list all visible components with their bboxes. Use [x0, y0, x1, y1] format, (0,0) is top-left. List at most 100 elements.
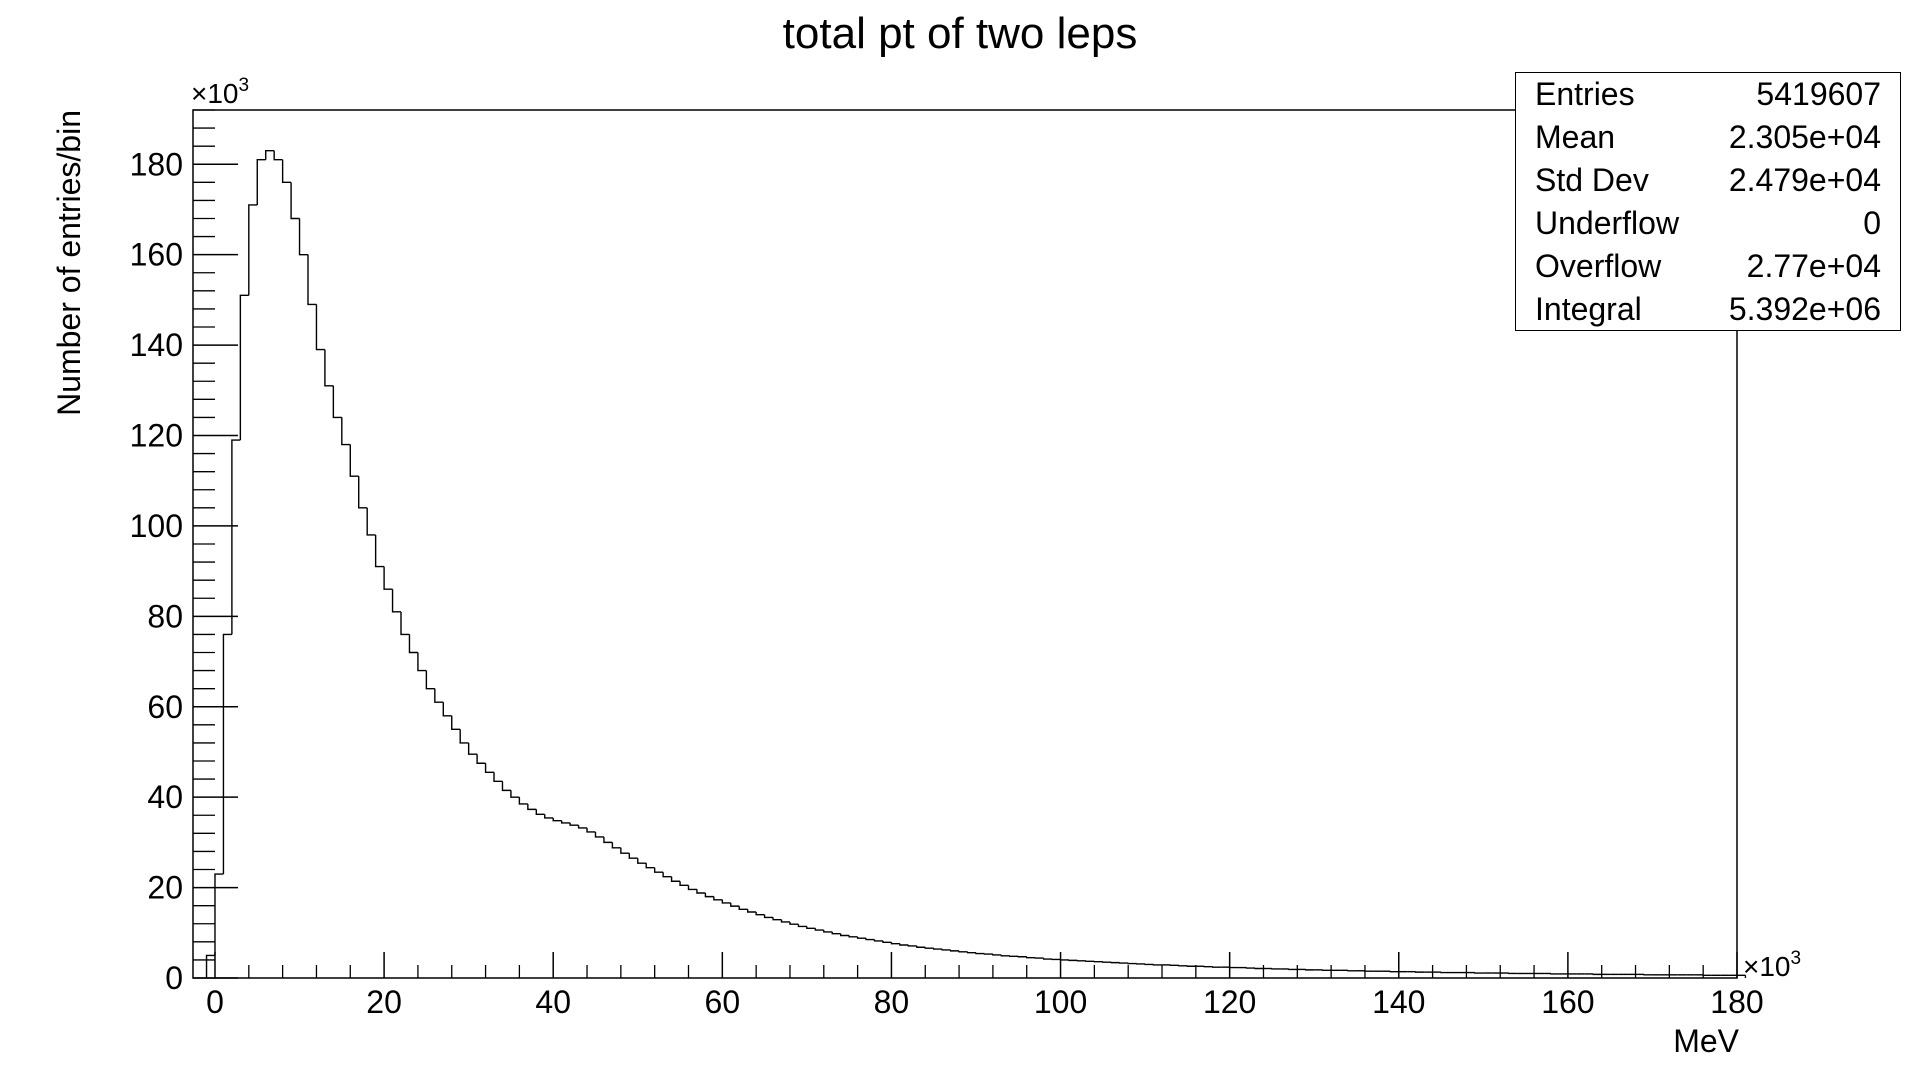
- histogram-bin: [298, 218, 308, 256]
- histogram-bin: [425, 670, 435, 690]
- y-tick-label: 20: [147, 870, 183, 906]
- histogram-bin: [890, 942, 900, 945]
- histogram-bin: [281, 159, 292, 184]
- histogram-bin: [273, 150, 283, 161]
- histogram-bin: [924, 947, 934, 949]
- histogram-bin: [569, 822, 579, 826]
- histogram-bin: [992, 954, 1002, 956]
- histogram-bin: [484, 763, 495, 774]
- histogram-bin: [290, 182, 300, 220]
- histogram-bin: [949, 949, 960, 952]
- histogram-bin: [603, 836, 613, 844]
- histogram-bin: [417, 652, 427, 672]
- histogram-bin: [637, 858, 647, 864]
- histogram-bin: [873, 939, 883, 942]
- x-axis-label: MeV: [1673, 1023, 1739, 1059]
- histogram-bin: [780, 919, 790, 923]
- histogram-bin: [696, 889, 706, 894]
- histogram-bin: [713, 896, 723, 901]
- histogram-bin: [806, 926, 816, 929]
- histogram-bin: [442, 702, 452, 717]
- histogram-bin: [239, 294, 249, 441]
- stats-row: Underflow 0: [1516, 205, 1900, 249]
- y-tick-label: 80: [147, 598, 183, 634]
- stats-label: Entries: [1535, 76, 1635, 112]
- histogram-bin: [451, 715, 461, 731]
- histogram-bin: [374, 534, 385, 568]
- histogram-bin: [628, 853, 638, 859]
- histogram-bin: [975, 952, 985, 955]
- histogram-bin: [527, 803, 537, 811]
- histogram-bin: [248, 204, 258, 296]
- histogram-bin: [510, 790, 520, 798]
- histogram-bin: [645, 863, 655, 869]
- histogram-bin: [831, 931, 841, 935]
- histogram-bin: [214, 873, 224, 956]
- stats-row: Mean 2.305e+04: [1516, 119, 1900, 163]
- histogram-bin: [544, 814, 554, 819]
- x-tick-label: 60: [705, 984, 741, 1020]
- histogram-bin: [721, 899, 731, 904]
- histogram-bin: [315, 304, 325, 351]
- histogram-bin: [772, 917, 782, 921]
- histogram-bin: [501, 781, 511, 792]
- histogram-bin: [704, 893, 714, 898]
- stats-value: 2.77e+04: [1746, 248, 1881, 284]
- chart-title: total pt of two leps: [783, 9, 1138, 58]
- histogram-bin: [840, 933, 850, 937]
- histogram-bin: [797, 924, 807, 928]
- stats-value: 5.392e+06: [1728, 291, 1881, 327]
- histogram-bin: [459, 729, 469, 744]
- histogram-bin: [222, 633, 232, 875]
- histogram-bin: [958, 950, 968, 953]
- histogram-bin: [966, 951, 976, 954]
- histogram-bin: [1000, 954, 1010, 957]
- histogram-bin: [653, 867, 664, 873]
- stats-label: Underflow: [1535, 205, 1680, 241]
- histogram-bin: [1042, 958, 1053, 960]
- x-tick-label: 80: [874, 984, 910, 1020]
- histogram-bin: [391, 589, 402, 613]
- histogram-bin: [205, 954, 215, 978]
- histogram-bin: [400, 611, 410, 636]
- y-axis-label: Number of entries/bin: [51, 110, 87, 416]
- histogram-bin: [586, 827, 596, 833]
- histogram-bin: [916, 945, 926, 948]
- histogram-bin: [687, 885, 697, 891]
- stats-row: Entries 5419607: [1516, 76, 1900, 120]
- histogram-bin: [730, 902, 740, 907]
- y-tick-label: 180: [130, 146, 183, 182]
- x-multiplier-label: ×103: [1743, 948, 1801, 982]
- stats-label: Mean: [1535, 119, 1616, 155]
- histogram-bin: [746, 909, 757, 913]
- plot-frame: [192, 109, 1738, 979]
- histogram-bin: [865, 938, 875, 941]
- x-tick-label: 160: [1541, 984, 1594, 1020]
- y-tick-label: 40: [147, 779, 183, 815]
- x-tick-label: 0: [206, 984, 224, 1020]
- histogram-bin: [823, 930, 833, 933]
- x-tick-label: 180: [1710, 984, 1763, 1020]
- histogram-bin: [907, 944, 917, 947]
- y-tick-label: 120: [130, 418, 183, 454]
- x-tick-label: 20: [366, 984, 402, 1020]
- histogram-bin: [763, 914, 774, 919]
- histogram-bin: [789, 921, 799, 925]
- histogram-bin: [941, 949, 951, 951]
- histogram-bin: [408, 634, 418, 654]
- histogram-bin: [535, 809, 545, 816]
- stats-row: Std Dev 2.479e+04: [1516, 162, 1900, 206]
- stats-label: Overflow: [1535, 248, 1662, 284]
- histogram-bin: [856, 936, 867, 939]
- stats-row: Integral 5.392e+06: [1516, 291, 1900, 335]
- y-multiplier-label: ×103: [191, 75, 249, 109]
- histogram-bin: [366, 507, 376, 536]
- stats-label: Std Dev: [1535, 162, 1649, 198]
- x-tick-label: 100: [1034, 984, 1087, 1020]
- histogram-bin: [434, 688, 444, 703]
- histogram-bin: [383, 566, 393, 590]
- stats-value: 2.305e+04: [1728, 119, 1881, 155]
- histogram-bin: [814, 928, 824, 931]
- histogram-bin: [265, 149, 275, 160]
